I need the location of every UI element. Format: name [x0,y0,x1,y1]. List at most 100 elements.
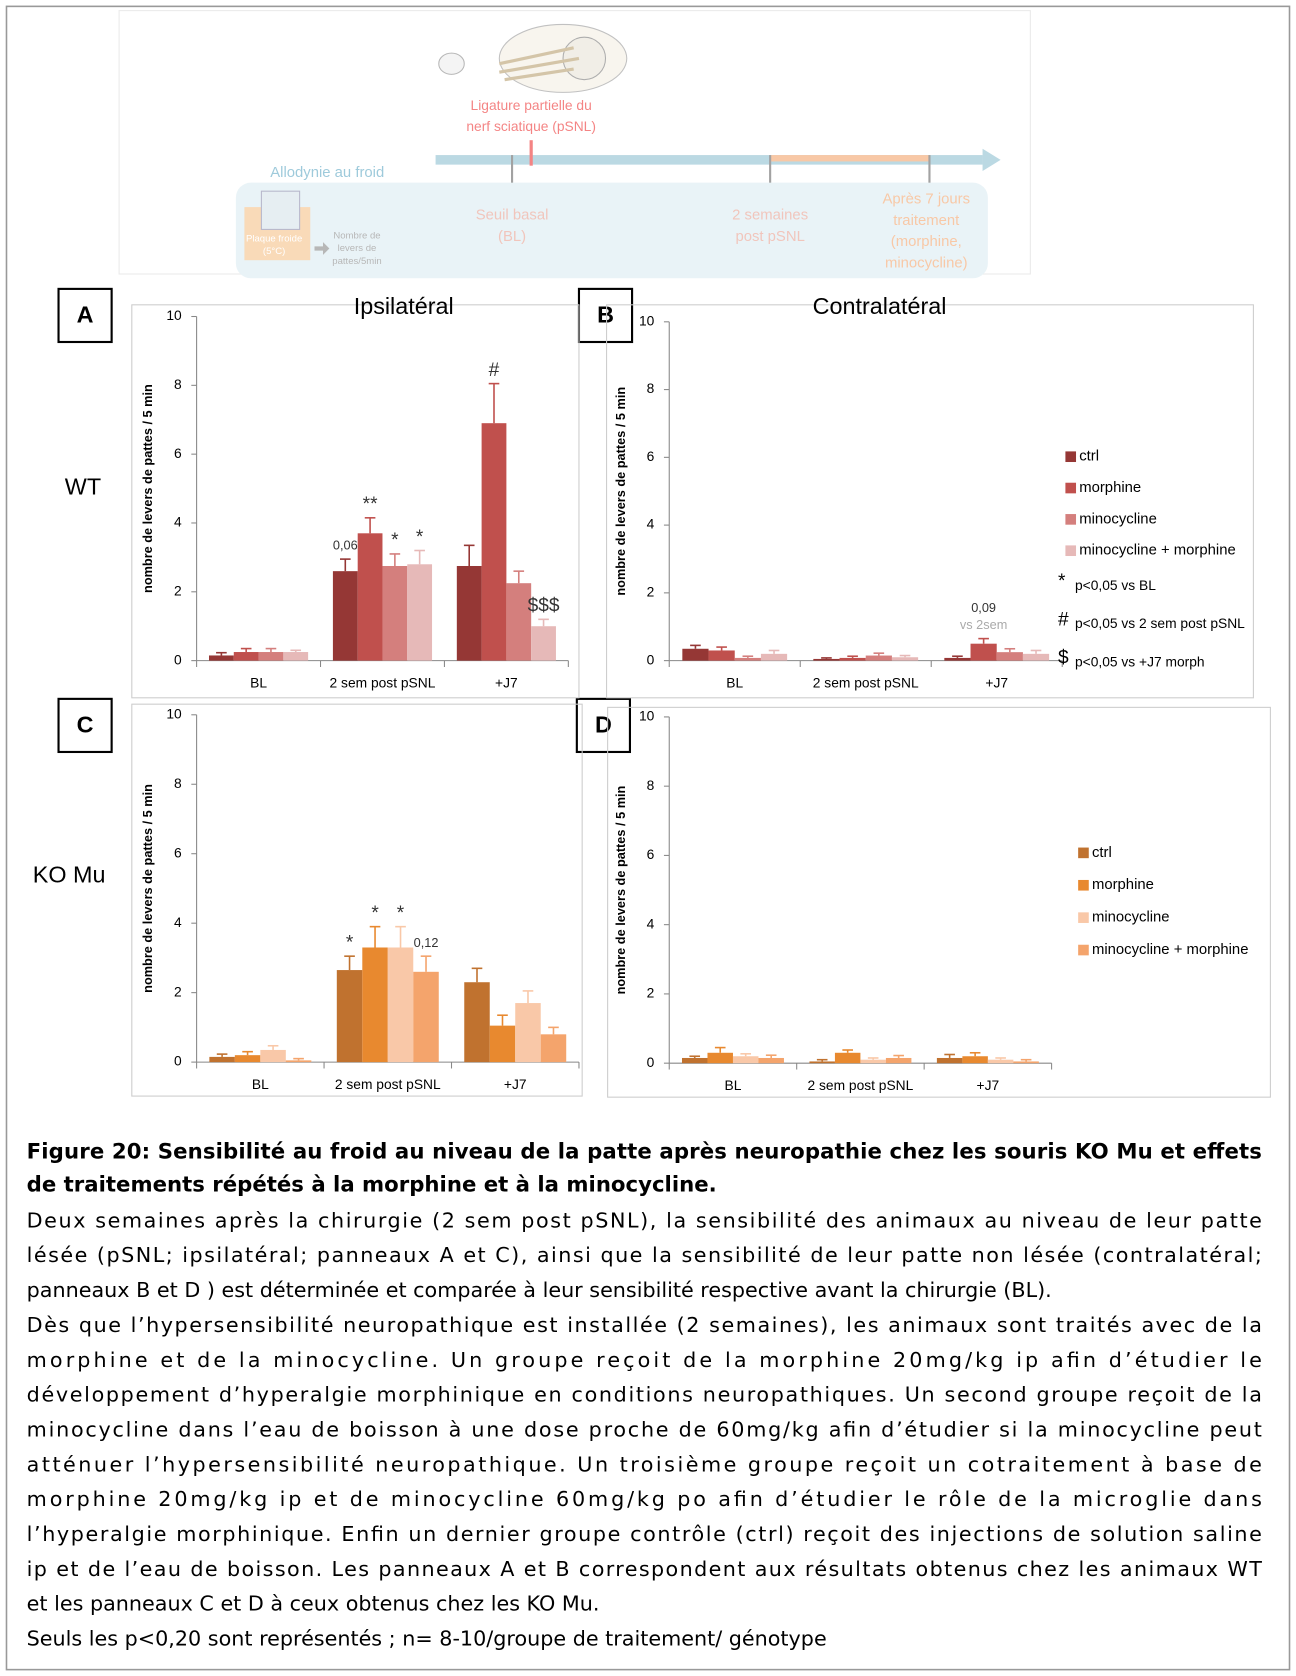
y-axis-label: nombre de levers de pattes / 5 min [140,384,155,593]
bar [760,653,788,661]
bar [839,657,866,661]
row-label: WT [65,474,101,500]
bar [209,1056,235,1063]
y-axis-label: nombre de levers de pattes / 5 min [613,786,628,995]
caption-title: Figure 20: Sensibilité au froid au nivea… [27,1139,1262,1164]
y-tick-label: 2 [647,986,655,1001]
bar [885,1057,912,1064]
legend-swatch [1065,451,1077,463]
x-tick-label: BL [250,676,267,691]
bar [707,1052,733,1064]
stage-label: 2 semaines [732,208,808,224]
legend-swatch [1078,944,1089,956]
note-text: p<0,05 vs +J7 morph [1075,654,1205,669]
x-tick-label: +J7 [504,1077,527,1092]
caption-line: Deux semaines après la chirurgie (2 sem … [27,1208,1262,1232]
ligature-label: nerf sciatique (pSNL) [466,119,596,134]
caption-line: Seuls les p<0,20 sont représentés ; n= 8… [27,1626,827,1650]
bar [1013,1061,1039,1064]
y-tick-label: 4 [647,517,655,532]
y-tick-label: 8 [174,776,182,791]
y-tick-label: 10 [166,706,182,721]
legend-label: morphine [1092,877,1154,893]
treatment-period [770,155,930,162]
bar [233,652,259,661]
stage-label: minocycline) [885,255,968,271]
y-tick-label: 0 [647,1055,655,1070]
caption-line: morphine et de la minocycline. Un groupe… [27,1348,1262,1372]
y-tick-label: 10 [639,313,655,328]
bar [944,657,971,661]
legend-swatch [1078,847,1089,859]
bar [362,947,388,1063]
bar [515,1003,541,1063]
spinal-cord [562,36,607,81]
test-label: Allodynie au froid [270,165,384,181]
annotation: vs 2sem [960,617,1007,632]
panel-label-box [57,287,113,344]
caption-title: de traitements répétés à la morphine et … [27,1172,717,1197]
mouse-icon [438,52,465,75]
bar [285,1060,312,1063]
bar [481,423,507,661]
bar [357,533,383,661]
annotation: * [371,903,379,924]
caption-line: atténuer l’hypersensibilité neuropathiqu… [27,1452,1262,1476]
annotation: 0,09 [971,600,996,615]
nerves [498,46,580,82]
annotation: # [489,360,500,381]
plate-label: Plaque froide [246,233,302,244]
bar [813,658,840,661]
legend-swatch [1078,912,1089,923]
y-tick-label: 10 [639,709,655,724]
charts: A B C D WT KO Mu Ipsilatéral nombre de levers d… [33,287,1271,1098]
bar [506,583,532,661]
bar [734,657,761,661]
panel-label: C [77,712,94,738]
bar [382,565,408,661]
annotation: 0,12 [414,935,439,950]
legend-label: minocycline + morphine [1079,543,1236,559]
bar [996,652,1023,661]
plot-frame [606,304,1254,699]
bar [891,657,919,661]
caption-line: Dès que l’hypersensibilité neuropathique… [27,1313,1262,1337]
bar [332,571,358,661]
annotation: * [346,932,354,953]
stage-labels: Seuil basal (BL) 2 semaines post pSNL Après … [476,192,970,272]
bar [865,655,892,661]
timeline [435,155,983,165]
bar [464,982,490,1063]
bar [860,1059,886,1064]
schematic: Ligature partielle du nerf sciatique (pS… [118,10,1031,279]
note-text: p<0,05 vs BL [1075,578,1156,593]
caption-line: minocycline dans l’eau de boisson à une … [27,1417,1262,1441]
panel-label: A [77,302,94,328]
bar [387,947,414,1063]
bar [283,652,309,661]
y-tick-label: 4 [174,915,182,930]
stage-label: traitement [893,213,960,229]
bar [407,564,433,661]
note-text: p<0,05 vs 2 sem post pSNL [1075,616,1245,631]
panel-label-box [57,697,113,754]
cage [260,190,301,230]
note-symbol: $ [1058,648,1069,669]
y-tick-label: 4 [647,916,655,931]
bar [962,1056,988,1064]
stage-label: Après 7 jours [882,192,970,208]
x-tick-label: +J7 [495,676,518,691]
bar [936,1057,963,1064]
bar [540,1034,567,1063]
timeline-panel [235,182,988,279]
legend-label: morphine [1079,480,1141,496]
bar [708,650,735,661]
caption-line: et les panneaux C et D à ceux obtenus ch… [27,1592,600,1616]
x-tick-label: 2 sem post pSNL [808,1078,914,1093]
x-tick-label: +J7 [977,1078,1000,1093]
panel-label-box [577,287,634,344]
y-tick-label: 0 [174,1054,182,1069]
bar [489,1025,516,1063]
bar [258,652,284,661]
